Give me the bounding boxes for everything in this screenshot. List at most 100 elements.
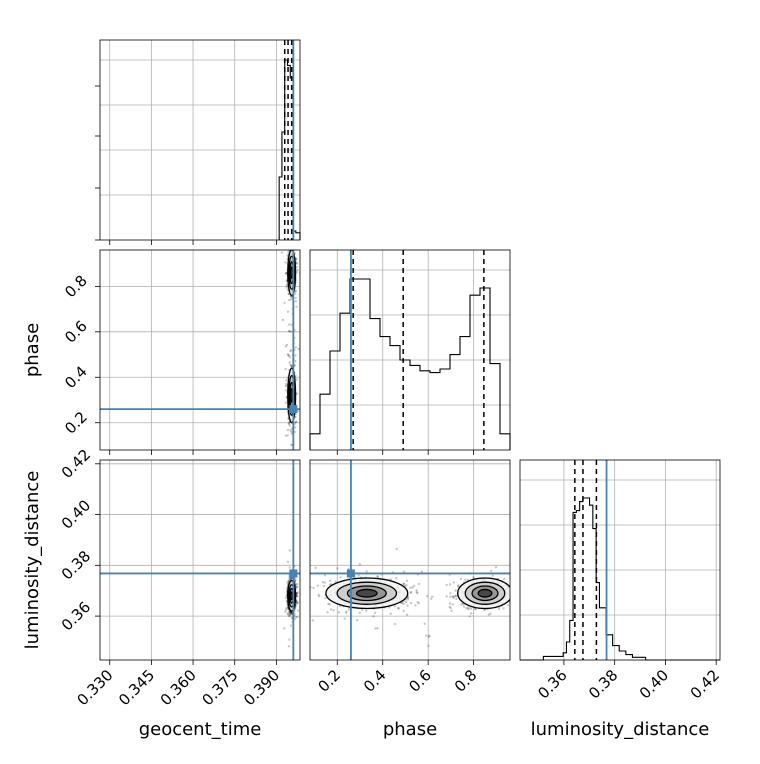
scatter-point	[393, 622, 397, 626]
scatter-point	[376, 575, 379, 578]
panel-background	[310, 250, 510, 450]
scatter-point	[343, 617, 346, 620]
scatter-point	[455, 597, 458, 601]
scatter-point	[402, 602, 405, 605]
scatter-point	[400, 602, 403, 605]
scatter-point	[294, 604, 298, 607]
scatter-point	[296, 591, 300, 594]
scatter-point	[431, 595, 434, 598]
truth-marker	[289, 405, 298, 414]
scatter-point	[361, 608, 364, 611]
scatter-point	[288, 610, 291, 614]
scatter-point	[293, 422, 297, 425]
scatter-point	[412, 584, 416, 587]
scatter-point	[285, 607, 288, 610]
scatter-point	[314, 566, 317, 570]
scatter-point	[516, 588, 518, 590]
contour-level	[355, 588, 378, 598]
scatter-point	[292, 451, 294, 453]
scatter-point	[344, 611, 348, 615]
scatter-point	[285, 279, 288, 282]
scatter-point	[311, 619, 315, 622]
scatter-point	[294, 359, 297, 363]
panel-border	[99, 39, 301, 241]
tick-label-x-luminosity-distance: 0.40	[636, 666, 672, 702]
tick-label-x-phase: 0.4	[360, 666, 390, 696]
scatter-point	[415, 589, 418, 592]
scatter-point	[312, 586, 315, 590]
scatter-point	[290, 330, 293, 333]
scatter-point	[295, 262, 299, 265]
scatter-point	[296, 595, 299, 598]
contour-level	[290, 591, 294, 601]
scatter-point	[451, 595, 454, 598]
scatter-point	[358, 563, 362, 566]
scatter-point	[290, 427, 293, 431]
scatter-point	[517, 599, 519, 601]
scatter-point	[430, 597, 433, 600]
scatter-point	[288, 298, 291, 302]
scatter-point	[332, 609, 335, 612]
scatter-point	[456, 585, 460, 588]
scatter-point	[295, 601, 298, 604]
scatter-point	[405, 600, 408, 604]
tick-label-y-luminosity-distance: 0.38	[58, 547, 94, 583]
scatter-point	[285, 343, 289, 347]
scatter-point	[323, 581, 326, 584]
scatter-point	[295, 378, 298, 381]
scatter-point	[296, 268, 299, 272]
scatter-point	[427, 635, 431, 638]
scatter-point	[295, 305, 298, 308]
scatter-point	[284, 367, 287, 371]
panel-background	[310, 460, 510, 660]
panel-background	[100, 250, 300, 450]
scatter-point	[425, 634, 428, 637]
tick-label-y-phase: 0.2	[61, 408, 91, 438]
scatter-point	[288, 549, 291, 552]
scatter-point	[288, 356, 292, 359]
scatter-point	[428, 634, 431, 637]
scatter-point	[290, 364, 293, 368]
scatter-point	[294, 300, 298, 303]
hist-bars-geocent-time	[278, 59, 301, 240]
scatter-point	[284, 272, 288, 275]
scatter-point	[393, 605, 396, 608]
panel-background	[100, 40, 300, 240]
scatter-point	[287, 329, 291, 333]
scatter-point	[318, 595, 321, 598]
scatter-point	[295, 615, 299, 619]
scatter-point	[405, 584, 408, 587]
scatter-point	[410, 590, 413, 594]
scatter-point	[402, 570, 406, 573]
scatter-point	[467, 606, 470, 609]
scatter-point	[516, 616, 518, 618]
scatter-point	[291, 244, 293, 246]
scatter-point	[296, 583, 299, 586]
scatter-point	[449, 606, 452, 610]
scatter-point	[328, 603, 331, 606]
scatter-point	[454, 594, 457, 598]
scatter-point	[289, 429, 292, 432]
scatter-point	[286, 254, 289, 257]
scatter-panel-phase-vs-geocent-time	[95, 244, 301, 455]
tick-label-y-luminosity-distance: 0.36	[58, 598, 94, 634]
scatter-point	[284, 401, 288, 404]
scatter-point	[356, 619, 359, 622]
scatter-point	[452, 595, 455, 598]
hist-panel-geocent-time	[99, 39, 301, 245]
scatter-point	[289, 577, 293, 580]
tick-label-y-phase: 0.4	[61, 362, 91, 392]
scatter-point	[445, 595, 448, 598]
scatter-point	[409, 601, 413, 605]
scatter-point	[294, 292, 297, 295]
scatter-point	[497, 607, 501, 611]
scatter-point	[288, 614, 291, 617]
scatter-point	[324, 596, 327, 600]
scatter-point	[296, 609, 300, 612]
scatter-point	[334, 580, 337, 583]
scatter-point	[491, 574, 494, 577]
tick-label-y-luminosity-distance: 0.42	[58, 446, 94, 482]
scatter-point	[294, 426, 297, 429]
scatter-point	[296, 585, 299, 589]
scatter-point	[287, 354, 291, 357]
